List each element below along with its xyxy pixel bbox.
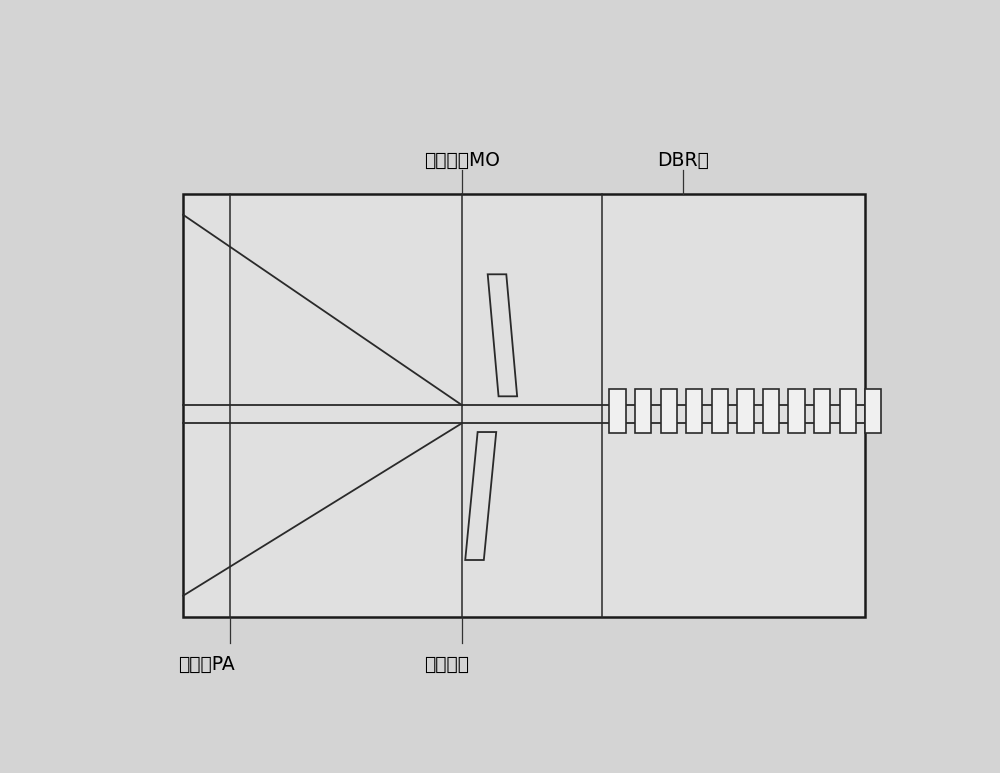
Bar bbox=[183, 194, 865, 617]
Bar bbox=[712, 389, 728, 433]
Bar bbox=[788, 389, 805, 433]
Bar bbox=[737, 389, 754, 433]
Bar bbox=[814, 389, 830, 433]
Text: 主振荡区MO: 主振荡区MO bbox=[424, 152, 500, 170]
Bar bbox=[609, 389, 626, 433]
Bar bbox=[840, 389, 856, 433]
Bar bbox=[635, 389, 651, 433]
Text: 光限制槽: 光限制槽 bbox=[424, 656, 469, 674]
Bar bbox=[763, 389, 779, 433]
Text: 增益区PA: 增益区PA bbox=[178, 656, 235, 674]
Bar bbox=[865, 389, 881, 433]
Bar bbox=[661, 389, 677, 433]
Bar bbox=[686, 389, 702, 433]
Text: DBR区: DBR区 bbox=[657, 152, 709, 170]
